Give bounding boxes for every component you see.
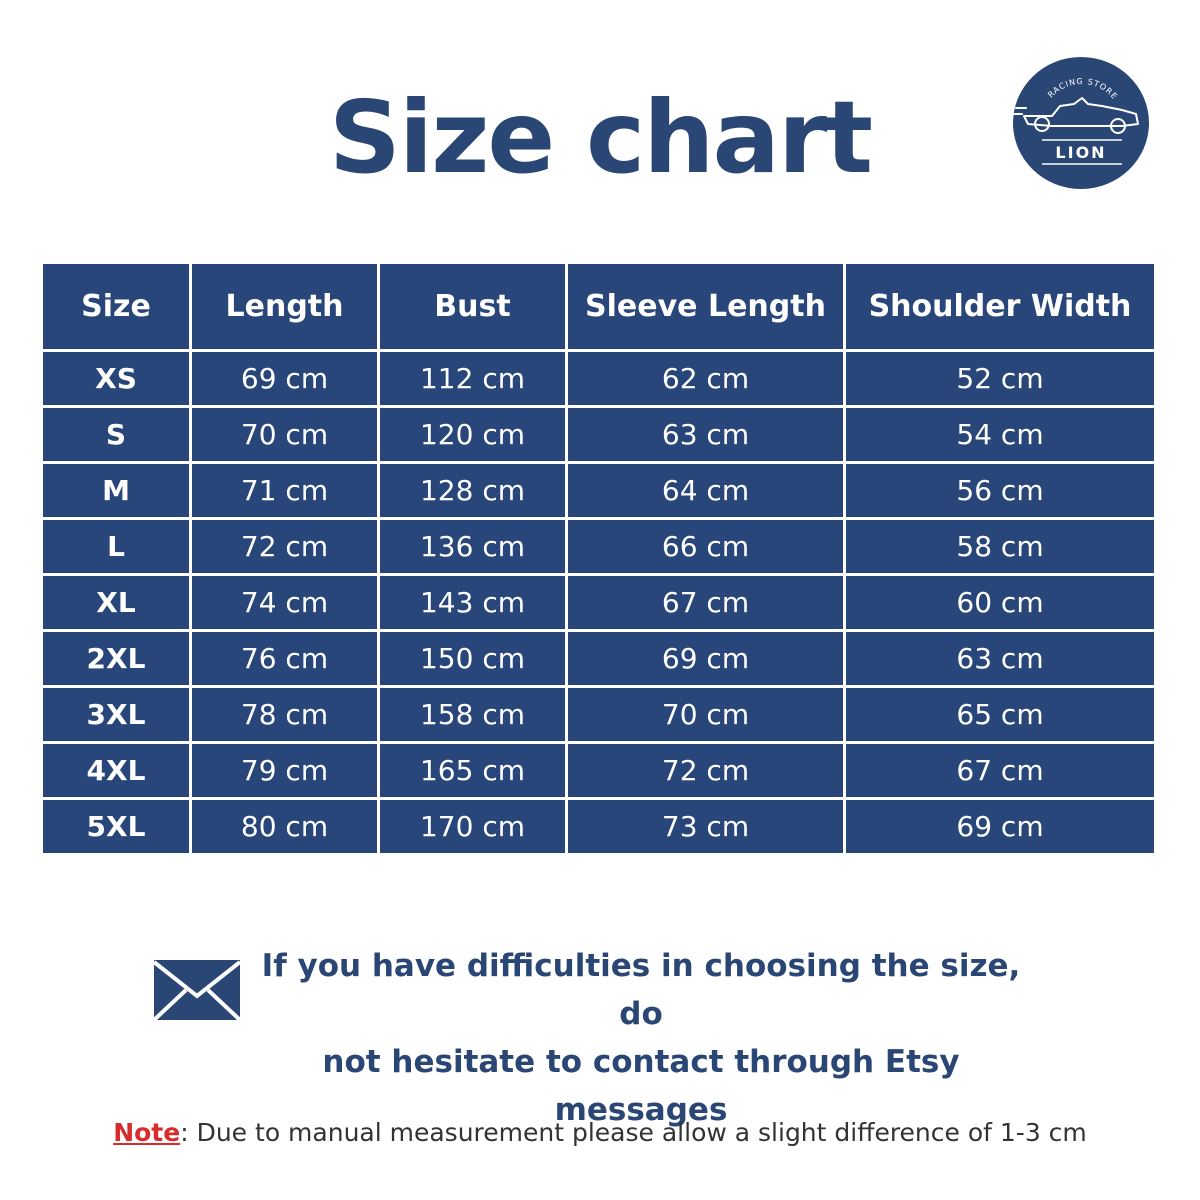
bust-cell: 112 cm xyxy=(380,352,568,408)
sleeve-length-cell: 63 cm xyxy=(568,408,846,464)
bust-cell: 158 cm xyxy=(380,688,568,744)
race-car-icon xyxy=(1013,97,1139,134)
logo-name: LION xyxy=(1055,143,1106,162)
shoulder-width-cell: 54 cm xyxy=(846,408,1154,464)
table-row: S 70 cm 120 cm 63 cm 54 cm xyxy=(43,408,1154,464)
bust-cell: 170 cm xyxy=(380,800,568,853)
sleeve-length-cell: 72 cm xyxy=(568,744,846,800)
measurement-note: Note: Due to manual measurement please a… xyxy=(0,1118,1200,1147)
shoulder-width-cell: 69 cm xyxy=(846,800,1154,853)
size-cell: S xyxy=(43,408,192,464)
note-label: Note xyxy=(113,1118,181,1147)
table-row: 2XL 76 cm 150 cm 69 cm 63 cm xyxy=(43,632,1154,688)
size-cell: XL xyxy=(43,576,192,632)
size-table: Size Length Bust Sleeve Length Shoulder … xyxy=(43,264,1154,853)
brand-logo: RACING STORE LION xyxy=(1012,56,1150,190)
sleeve-length-cell: 70 cm xyxy=(568,688,846,744)
sleeve-length-cell: 66 cm xyxy=(568,520,846,576)
size-cell: M xyxy=(43,464,192,520)
column-header-size: Size xyxy=(43,264,192,352)
size-cell: 2XL xyxy=(43,632,192,688)
sleeve-length-cell: 64 cm xyxy=(568,464,846,520)
shoulder-width-cell: 52 cm xyxy=(846,352,1154,408)
length-cell: 78 cm xyxy=(192,688,380,744)
length-cell: 79 cm xyxy=(192,744,380,800)
bust-cell: 150 cm xyxy=(380,632,568,688)
contact-message: If you have difficulties in choosing the… xyxy=(152,942,1052,1128)
column-header-bust: Bust xyxy=(380,264,568,352)
sleeve-length-cell: 62 cm xyxy=(568,352,846,408)
shoulder-width-cell: 67 cm xyxy=(846,744,1154,800)
table-row: 3XL 78 cm 158 cm 70 cm 65 cm xyxy=(43,688,1154,744)
sleeve-length-cell: 67 cm xyxy=(568,576,846,632)
table-row: XS 69 cm 112 cm 62 cm 52 cm xyxy=(43,352,1154,408)
shoulder-width-cell: 65 cm xyxy=(846,688,1154,744)
contact-line-2: not hesitate to contact through Etsy mes… xyxy=(322,1044,960,1128)
column-header-shoulder-width: Shoulder Width xyxy=(846,264,1154,352)
shoulder-width-cell: 63 cm xyxy=(846,632,1154,688)
size-cell: 4XL xyxy=(43,744,192,800)
table-row: 5XL 80 cm 170 cm 73 cm 69 cm xyxy=(43,800,1154,853)
bust-cell: 120 cm xyxy=(380,408,568,464)
size-cell: 5XL xyxy=(43,800,192,853)
bust-cell: 165 cm xyxy=(380,744,568,800)
contact-text: If you have difficulties in choosing the… xyxy=(250,942,1032,1134)
shoulder-width-cell: 58 cm xyxy=(846,520,1154,576)
page-title: Size chart xyxy=(328,79,873,196)
sleeve-length-cell: 73 cm xyxy=(568,800,846,853)
contact-line-1: If you have difficulties in choosing the… xyxy=(261,948,1021,1032)
bust-cell: 136 cm xyxy=(380,520,568,576)
length-cell: 74 cm xyxy=(192,576,380,632)
size-cell: L xyxy=(43,520,192,576)
column-header-length: Length xyxy=(192,264,380,352)
bust-cell: 143 cm xyxy=(380,576,568,632)
length-cell: 70 cm xyxy=(192,408,380,464)
table-row: M 71 cm 128 cm 64 cm 56 cm xyxy=(43,464,1154,520)
note-text: : Due to manual measurement please allow… xyxy=(180,1118,1087,1147)
shoulder-width-cell: 60 cm xyxy=(846,576,1154,632)
bust-cell: 128 cm xyxy=(380,464,568,520)
length-cell: 80 cm xyxy=(192,800,380,853)
envelope-icon xyxy=(152,960,242,1022)
sleeve-length-cell: 69 cm xyxy=(568,632,846,688)
length-cell: 72 cm xyxy=(192,520,380,576)
table-header-row: Size Length Bust Sleeve Length Shoulder … xyxy=(43,264,1154,352)
length-cell: 76 cm xyxy=(192,632,380,688)
column-header-sleeve-length: Sleeve Length xyxy=(568,264,846,352)
table-row: L 72 cm 136 cm 66 cm 58 cm xyxy=(43,520,1154,576)
length-cell: 69 cm xyxy=(192,352,380,408)
table-row: 4XL 79 cm 165 cm 72 cm 67 cm xyxy=(43,744,1154,800)
size-cell: XS xyxy=(43,352,192,408)
shoulder-width-cell: 56 cm xyxy=(846,464,1154,520)
length-cell: 71 cm xyxy=(192,464,380,520)
size-cell: 3XL xyxy=(43,688,192,744)
table-row: XL 74 cm 143 cm 67 cm 60 cm xyxy=(43,576,1154,632)
